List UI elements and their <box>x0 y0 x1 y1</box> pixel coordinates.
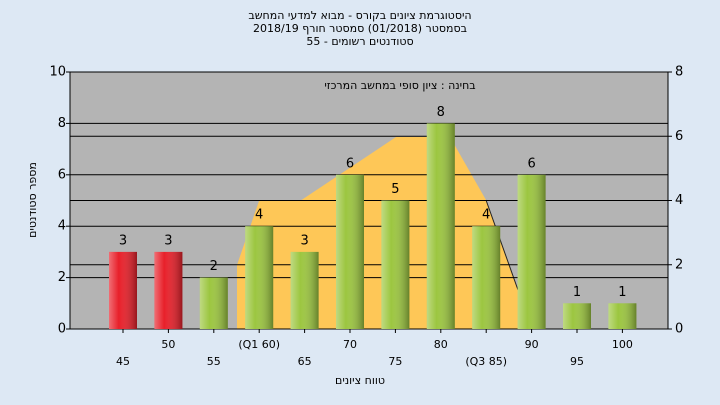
y-tick-label: 2 <box>58 270 66 285</box>
data-label: 2 <box>210 259 218 274</box>
bar-shade <box>517 174 546 329</box>
bar-shade <box>290 251 319 329</box>
bar-shade <box>109 251 137 329</box>
y2-tick-label: 4 <box>675 193 683 208</box>
data-label: 6 <box>527 156 535 171</box>
bar-shade <box>336 174 364 329</box>
bar-shade <box>381 200 410 329</box>
y2-tick-label: 0 <box>675 322 683 337</box>
data-label: 1 <box>573 285 581 300</box>
title-line: בסמסטר (01/2018) סמסטר חורף 2018/19 <box>253 22 467 35</box>
data-label: 8 <box>437 105 445 120</box>
x-tick-label: 45 <box>116 355 130 368</box>
data-label: 1 <box>618 285 626 300</box>
y-tick-label: 6 <box>58 167 66 182</box>
data-label: 3 <box>119 233 127 248</box>
title-line: 55 - סטודנטים רשומים <box>306 35 413 48</box>
x-tick-label: (Q3 85) <box>465 355 507 368</box>
distribution-line <box>485 199 519 291</box>
bar-shade <box>426 123 455 330</box>
bar-shade <box>199 277 228 329</box>
data-label: 3 <box>164 233 172 248</box>
data-label: 3 <box>300 233 308 248</box>
x-tick-label: (Q1 60) <box>238 338 280 351</box>
x-tick-label: 75 <box>388 355 402 368</box>
x-tick-label: 65 <box>298 355 312 368</box>
x-tick-label: 95 <box>570 355 584 368</box>
bar-shade <box>472 226 501 329</box>
y2-tick-label: 2 <box>675 257 683 272</box>
x-tick-label: 100 <box>612 338 633 351</box>
data-label: 4 <box>255 208 263 223</box>
y-tick-label: 10 <box>49 65 66 80</box>
data-label: 5 <box>391 182 399 197</box>
y-tick-label: 4 <box>58 219 66 234</box>
title-line: היסטוגרמת ציונים בקורס - מבוא למדעי המחש… <box>248 9 471 22</box>
data-label: 6 <box>346 156 354 171</box>
annotation: בחינה : ציון סופי במחשב המרכזי <box>324 79 475 92</box>
y-tick-label: 8 <box>58 116 66 131</box>
data-label: 4 <box>482 208 490 223</box>
bar-shade <box>608 303 637 329</box>
x-tick-label: 80 <box>434 338 448 351</box>
bar-shade <box>154 251 183 329</box>
x-tick-label: 55 <box>207 355 221 368</box>
x-axis-label: טווח ציונים <box>335 374 385 387</box>
x-tick-label: 50 <box>161 338 175 351</box>
x-tick-label: 70 <box>343 338 357 351</box>
y-tick-label: 0 <box>58 322 66 337</box>
y-axis-label: מספר סטודנטים <box>26 162 39 238</box>
y2-tick-label: 6 <box>675 129 683 144</box>
bar-shade <box>245 226 274 329</box>
x-tick-label: 90 <box>525 338 539 351</box>
bar-shade <box>563 303 591 329</box>
y2-tick-label: 8 <box>675 65 683 80</box>
